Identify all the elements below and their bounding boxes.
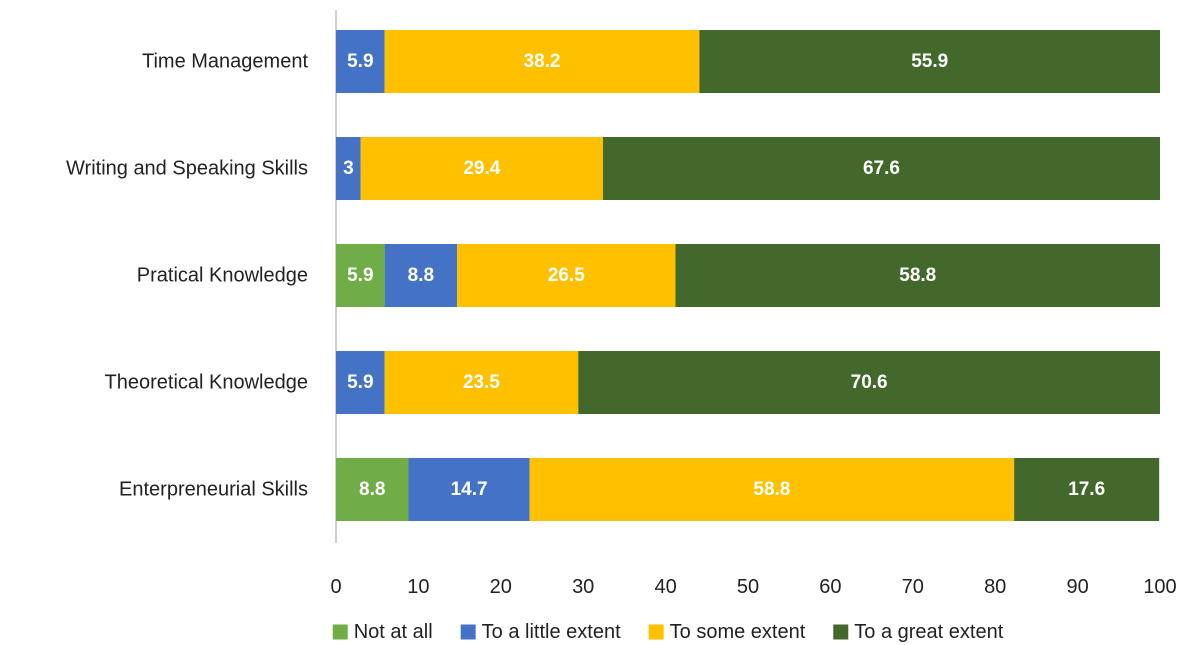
legend-swatch-to-a-great-extent <box>833 624 849 640</box>
bar-pratical-knowledge-not-at-all <box>336 244 385 307</box>
legend-item-to-a-great-extent: To a great extent <box>833 621 1004 643</box>
category-label-pratical-knowledge: Pratical Knowledge <box>137 265 308 287</box>
data-label-theoretical-knowledge-to-a-great-extent: 70.6 <box>851 372 888 393</box>
x-tick-100: 100 <box>1143 576 1176 598</box>
category-label-writing-and-speaking-skills: Writing and Speaking Skills <box>66 158 308 180</box>
bar-writing-and-speaking-skills-to-a-little-extent <box>336 137 361 200</box>
data-label-writing-and-speaking-skills-to-a-little-extent: 3 <box>343 158 354 179</box>
bar-pratical-knowledge-to-a-great-extent <box>675 244 1160 307</box>
x-tick-10: 10 <box>407 576 429 598</box>
bar-enterpreneurial-skills-to-some-extent <box>529 458 1015 521</box>
data-label-pratical-knowledge-to-a-little-extent: 8.8 <box>408 265 434 286</box>
x-tick-30: 30 <box>572 576 594 598</box>
bar-enterpreneurial-skills-to-a-little-extent <box>408 458 530 521</box>
category-label-time-management: Time Management <box>142 51 308 73</box>
data-label-enterpreneurial-skills-to-a-great-extent: 17.6 <box>1068 479 1105 500</box>
bar-theoretical-knowledge-to-a-little-extent <box>336 351 385 414</box>
legend-label-to-some-extent: To some extent <box>670 621 806 643</box>
legend-item-not-at-all: Not at all <box>332 621 433 643</box>
data-label-time-management-to-a-great-extent: 55.9 <box>911 51 948 72</box>
legend-item-to-some-extent: To some extent <box>648 621 806 643</box>
x-tick-80: 80 <box>984 576 1006 598</box>
x-tick-20: 20 <box>490 576 512 598</box>
data-label-enterpreneurial-skills-to-a-little-extent: 14.7 <box>451 479 488 500</box>
legend-swatch-not-at-all <box>332 624 348 640</box>
category-label-enterpreneurial-skills: Enterpreneurial Skills <box>119 479 308 501</box>
bar-theoretical-knowledge-to-some-extent <box>384 351 579 414</box>
data-label-writing-and-speaking-skills-to-some-extent: 29.4 <box>463 158 500 179</box>
data-label-time-management-to-a-little-extent: 5.9 <box>347 51 373 72</box>
data-label-time-management-to-some-extent: 38.2 <box>524 51 561 72</box>
x-tick-90: 90 <box>1066 576 1088 598</box>
legend-item-to-a-little-extent: To a little extent <box>460 621 621 643</box>
bar-writing-and-speaking-skills-to-some-extent <box>360 137 603 200</box>
data-label-pratical-knowledge-to-some-extent: 26.5 <box>548 265 585 286</box>
x-axis-ticks: 0 10 20 30 40 50 60 70 80 90 100 <box>330 576 1176 598</box>
bar-pratical-knowledge-to-some-extent <box>457 244 676 307</box>
x-tick-60: 60 <box>819 576 841 598</box>
data-label-theoretical-knowledge-to-a-little-extent: 5.9 <box>347 372 373 393</box>
legend-swatch-to-a-little-extent <box>460 624 476 640</box>
x-tick-50: 50 <box>737 576 759 598</box>
bar-enterpreneurial-skills-to-a-great-extent <box>1014 458 1160 521</box>
legend-label-not-at-all: Not at all <box>354 621 433 643</box>
bar-time-management-to-a-little-extent <box>336 30 385 93</box>
legend-label-to-a-little-extent: To a little extent <box>482 621 621 643</box>
legend: Not at all To a little extent To some exte… <box>332 621 1004 643</box>
bar-writing-and-speaking-skills-to-a-great-extent <box>602 137 1160 200</box>
category-labels: Time Management Writing and Speaking Skil… <box>66 51 308 501</box>
bar-enterpreneurial-skills-not-at-all <box>336 458 409 521</box>
data-label-writing-and-speaking-skills-to-a-great-extent: 67.6 <box>863 158 900 179</box>
category-label-theoretical-knowledge: Theoretical Knowledge <box>105 372 308 394</box>
legend-swatch-to-some-extent <box>648 624 664 640</box>
bar-time-management-to-a-great-extent <box>699 30 1160 93</box>
data-label-enterpreneurial-skills-not-at-all: 8.8 <box>359 479 385 500</box>
x-tick-40: 40 <box>654 576 676 598</box>
x-tick-0: 0 <box>330 576 341 598</box>
data-label-enterpreneurial-skills-to-some-extent: 58.8 <box>753 479 790 500</box>
bar-time-management-to-some-extent <box>384 30 700 93</box>
data-label-theoretical-knowledge-to-some-extent: 23.5 <box>463 372 500 393</box>
bars-layer: 5.9 38.2 55.9 3 29.4 67.6 5.9 8.8 26.5 58.8 5.9 23.… <box>336 30 1160 521</box>
data-label-pratical-knowledge-not-at-all: 5.9 <box>347 265 373 286</box>
legend-label-to-a-great-extent: To a great extent <box>854 621 1003 643</box>
data-label-pratical-knowledge-to-a-great-extent: 58.8 <box>899 265 936 286</box>
bar-theoretical-knowledge-to-a-great-extent <box>578 351 1160 414</box>
bar-pratical-knowledge-to-a-little-extent <box>384 244 458 307</box>
x-tick-70: 70 <box>902 576 924 598</box>
